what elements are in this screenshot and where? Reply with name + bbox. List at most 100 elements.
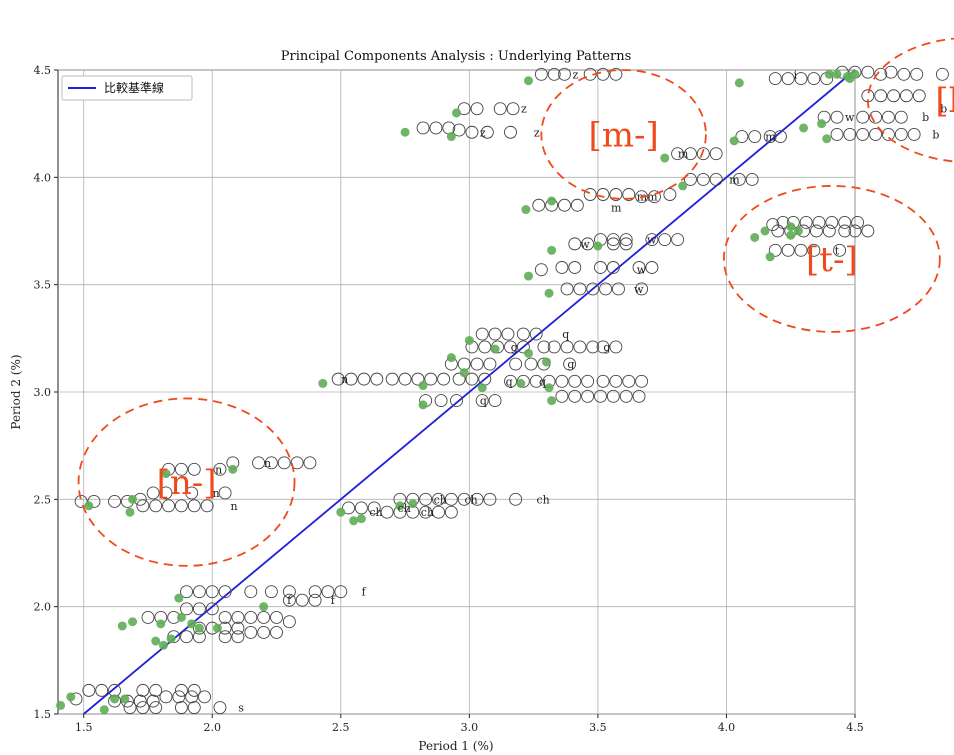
point-label: w	[637, 264, 647, 277]
open-point	[470, 492, 484, 506]
open-point	[74, 495, 88, 508]
open-point	[185, 486, 199, 500]
open-point	[483, 357, 497, 371]
legend: 比較基準線	[61, 75, 193, 101]
point-label: g	[511, 341, 518, 354]
annotation-label: [t-]	[806, 240, 858, 280]
filled-point	[446, 132, 456, 142]
open-point	[218, 630, 232, 644]
open-point	[807, 243, 821, 257]
open-point	[568, 261, 582, 274]
open-point	[745, 173, 759, 186]
open-point	[830, 127, 844, 141]
open-point	[244, 610, 258, 624]
open-point	[452, 372, 466, 386]
open-point	[282, 593, 296, 607]
open-point	[807, 72, 821, 86]
point-label: n	[341, 373, 348, 386]
open-point	[812, 215, 826, 229]
open-point	[398, 372, 412, 386]
x-tick-label: 3.0	[461, 721, 479, 734]
open-point	[558, 198, 571, 212]
filled-point	[194, 623, 204, 633]
open-point	[218, 486, 232, 500]
open-point	[781, 72, 795, 86]
open-point	[709, 147, 723, 161]
filled-point	[464, 335, 474, 345]
filled-point	[786, 230, 796, 240]
filled-point	[729, 136, 739, 146]
legend-box	[61, 75, 193, 101]
filled-point	[832, 69, 842, 79]
open-point	[192, 585, 206, 599]
open-point	[457, 102, 471, 116]
open-point	[524, 357, 538, 371]
filled-point	[799, 123, 809, 133]
open-point	[416, 121, 430, 135]
open-point	[200, 499, 214, 513]
open-point	[452, 123, 466, 137]
open-point	[141, 610, 155, 624]
filled-point	[356, 514, 366, 524]
filled-point	[187, 619, 197, 629]
open-point	[419, 505, 433, 519]
filled-point	[259, 602, 269, 612]
open-point	[768, 72, 782, 86]
open-point	[635, 374, 649, 388]
open-point	[768, 243, 782, 257]
open-point	[180, 602, 193, 616]
open-point	[432, 505, 445, 519]
open-point	[192, 621, 206, 635]
open-point	[599, 282, 613, 296]
open-point	[213, 701, 227, 715]
open-point	[308, 585, 322, 599]
open-point	[480, 125, 494, 139]
filled-point	[544, 288, 554, 298]
point-label: n	[215, 463, 222, 476]
open-point	[869, 110, 883, 124]
open-point	[581, 237, 595, 251]
filled-point	[850, 69, 860, 79]
open-point	[478, 340, 492, 354]
open-point	[534, 263, 548, 277]
point-label: f	[331, 594, 336, 607]
open-point	[825, 215, 839, 229]
open-point	[504, 125, 517, 139]
filled-point	[822, 134, 832, 144]
open-point	[470, 357, 484, 371]
open-point	[910, 67, 924, 81]
point-label: ch	[434, 493, 447, 506]
open-point	[174, 701, 188, 715]
x-axis-label: Period 1 (%)	[418, 739, 493, 753]
filled-point	[56, 700, 66, 710]
open-point	[146, 486, 160, 500]
filled-point	[120, 694, 130, 704]
open-point	[187, 499, 201, 513]
open-point	[411, 372, 425, 386]
open-point	[149, 499, 163, 513]
open-point	[187, 683, 201, 697]
filled-point	[117, 621, 127, 631]
open-point	[483, 492, 497, 506]
open-point	[671, 147, 685, 161]
open-point	[282, 615, 296, 629]
open-point	[935, 67, 949, 81]
point-label: z	[572, 68, 578, 81]
open-point	[506, 102, 520, 116]
open-point	[606, 237, 620, 251]
open-point	[781, 243, 795, 257]
point-label: s	[238, 702, 244, 715]
point-label: f	[287, 594, 292, 607]
open-point	[838, 224, 852, 238]
filled-point	[547, 396, 557, 406]
open-point	[205, 602, 219, 616]
open-point	[899, 89, 913, 103]
filled-point	[490, 344, 500, 354]
annotation-label: [n-]	[157, 463, 217, 503]
filled-point	[176, 612, 186, 622]
open-point	[568, 237, 582, 251]
open-point	[295, 593, 309, 607]
filled-point	[156, 619, 166, 629]
point-label: ch	[465, 493, 478, 506]
open-point	[367, 501, 381, 515]
